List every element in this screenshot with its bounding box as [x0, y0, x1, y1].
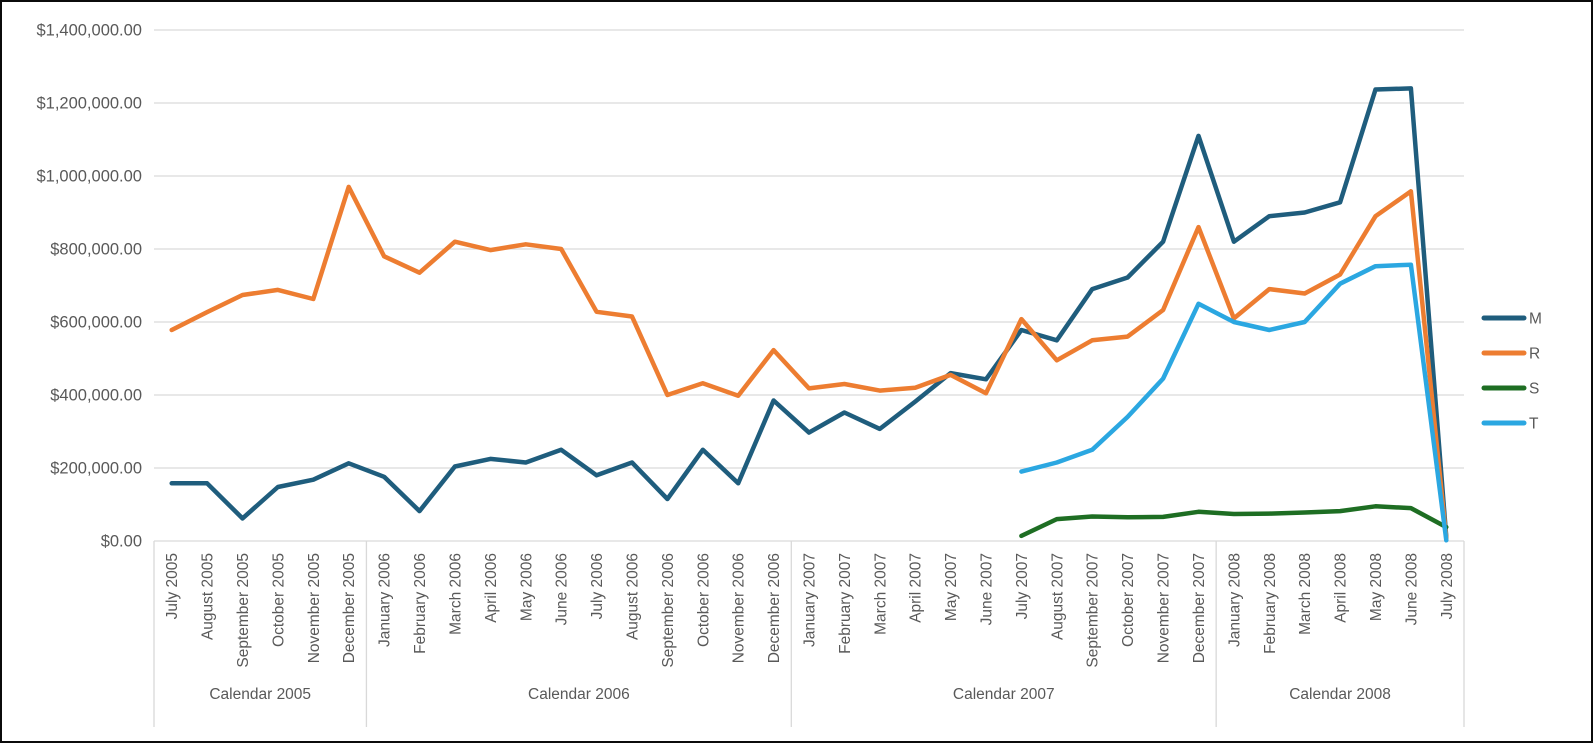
x-axis-month-label: February 2006 — [412, 553, 429, 654]
x-axis-month-label: December 2006 — [766, 553, 783, 663]
x-axis-month-label: June 2006 — [554, 553, 571, 625]
x-axis-year-group-label: Calendar 2005 — [209, 686, 311, 703]
x-axis-month-label: October 2006 — [695, 553, 712, 647]
series-line-T — [1019, 262, 1449, 543]
series-line-M — [169, 86, 1449, 540]
x-axis-month-label: May 2007 — [943, 553, 960, 621]
x-axis-month-label: August 2007 — [1049, 553, 1066, 640]
x-axis-month-label: April 2007 — [908, 553, 925, 623]
y-axis-tick-label: $0.00 — [101, 533, 142, 551]
legend-label-S: S — [1529, 381, 1539, 398]
x-axis-month-label: April 2006 — [483, 553, 500, 623]
x-axis-month-label: July 2006 — [589, 553, 606, 619]
x-axis-month-label: July 2007 — [1014, 553, 1031, 619]
x-axis-month-label: November 2006 — [731, 553, 748, 663]
x-axis-month-label: November 2007 — [1156, 553, 1173, 663]
x-axis-month-label: August 2005 — [200, 553, 217, 640]
x-axis-month-label: December 2007 — [1191, 553, 1208, 663]
legend-label-M: M — [1529, 311, 1542, 328]
x-axis-month-label: September 2007 — [1085, 553, 1102, 668]
x-axis-month-label: April 2008 — [1333, 553, 1350, 623]
x-axis-month-label: July 2005 — [164, 553, 181, 619]
x-axis-year-group-label: Calendar 2008 — [1289, 686, 1391, 703]
y-axis-tick-label: $200,000.00 — [50, 460, 142, 478]
legend-label-R: R — [1529, 346, 1540, 363]
x-axis-month-label: March 2006 — [447, 553, 464, 635]
series-line-S — [1019, 504, 1449, 539]
x-axis-month-label: March 2007 — [872, 553, 889, 635]
y-axis-tick-label: $600,000.00 — [50, 314, 142, 332]
x-axis-month-label: October 2007 — [1120, 553, 1137, 647]
x-axis-month-label: January 2008 — [1226, 553, 1243, 647]
x-axis-month-label: September 2006 — [660, 553, 677, 668]
x-axis-month-label: June 2008 — [1403, 553, 1420, 625]
y-axis-tick-label: $1,400,000.00 — [36, 22, 142, 40]
x-axis-month-label: January 2006 — [377, 553, 394, 647]
x-axis-month-label: February 2007 — [837, 553, 854, 654]
x-axis-year-group-label: Calendar 2006 — [528, 686, 630, 703]
x-axis-month-label: May 2006 — [518, 553, 535, 621]
y-axis-tick-label: $400,000.00 — [50, 387, 142, 405]
x-axis-month-label: July 2008 — [1439, 553, 1456, 619]
x-axis-month-label: January 2007 — [802, 553, 819, 647]
x-axis-year-group-label: Calendar 2007 — [953, 686, 1055, 703]
y-axis-tick-label: $1,200,000.00 — [36, 95, 142, 113]
x-axis-month-label: August 2006 — [624, 553, 641, 640]
series-line-R — [169, 184, 1449, 541]
legend-label-T: T — [1529, 416, 1539, 433]
x-axis-month-label: June 2007 — [979, 553, 996, 625]
x-axis-month-label: February 2008 — [1262, 553, 1279, 654]
x-axis-month-label: December 2005 — [341, 553, 358, 663]
x-axis-month-label: November 2005 — [306, 553, 323, 663]
x-axis-month-label: September 2005 — [235, 553, 252, 668]
y-axis-tick-label: $800,000.00 — [50, 241, 142, 259]
x-axis-month-label: March 2008 — [1297, 553, 1314, 635]
x-axis-month-label: May 2008 — [1368, 553, 1385, 621]
x-axis-month-label: October 2005 — [270, 553, 287, 647]
y-axis-tick-label: $1,000,000.00 — [36, 168, 142, 186]
